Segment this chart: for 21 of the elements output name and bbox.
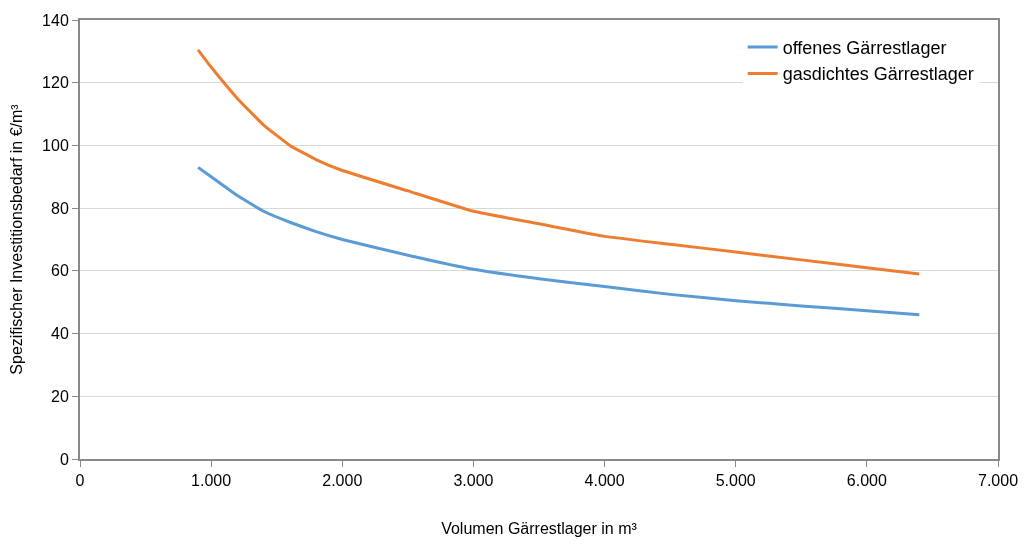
x-tick-label: 5.000 [715, 472, 756, 490]
y-tick-label: 0 [59, 450, 69, 468]
x-tick-label: 0 [75, 472, 85, 490]
y-tick-label: 20 [51, 387, 69, 405]
y-tick-label: 100 [42, 137, 69, 155]
x-tick-label: 6.000 [846, 472, 887, 490]
x-tick-label: 7.000 [977, 472, 1019, 490]
x-tick-label: 2.000 [322, 472, 363, 490]
x-tick-label: 3.000 [453, 472, 494, 490]
line-series [196, 165, 921, 317]
x-axis-title: Volumen Gärrestlager in m³ [441, 520, 638, 538]
y-tick-label: 60 [51, 262, 69, 280]
y-tick-label: 40 [51, 325, 69, 343]
legend-label: gasdichtes Gärrestlager [782, 64, 974, 85]
legend-label: offenes Gärrestlager [782, 38, 947, 58]
y-tick-label: 140 [42, 11, 69, 29]
y-tick-label: 120 [42, 74, 69, 92]
x-tick-label: 4.000 [584, 472, 625, 490]
y-axis-title: Spezifischer Investitionsbedarf in €/m³ [8, 103, 26, 375]
y-tick-label: 80 [51, 199, 69, 217]
x-tick-label: 1.000 [191, 472, 232, 490]
